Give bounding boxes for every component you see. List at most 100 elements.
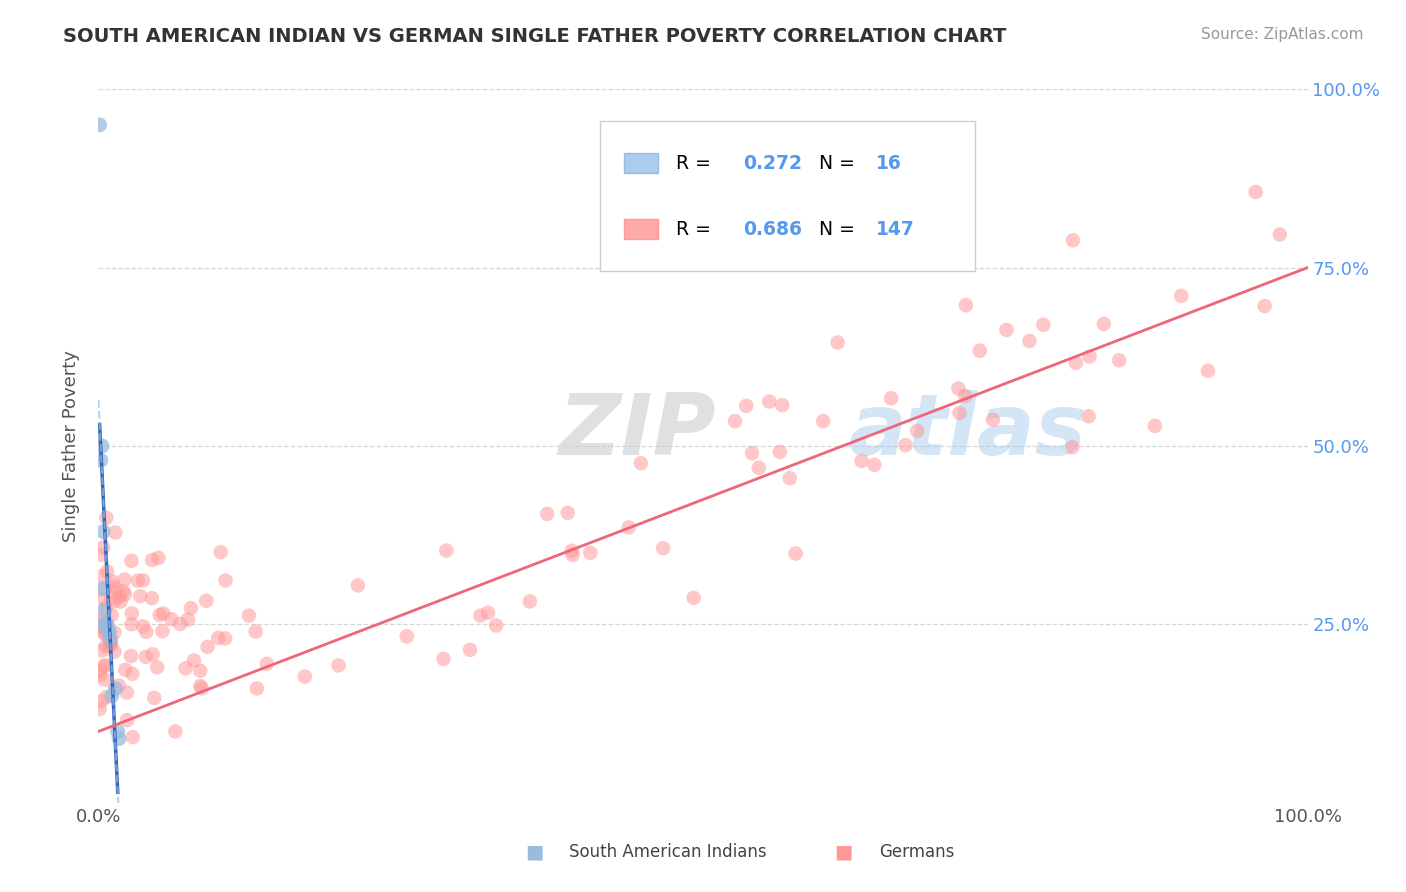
Point	[191, 681, 214, 696]
Point	[811, 414, 834, 428]
Point	[127, 574, 149, 588]
Point	[108, 731, 131, 746]
Point	[1018, 334, 1040, 348]
Point	[132, 574, 155, 588]
Point	[519, 594, 541, 608]
Point	[905, 424, 928, 438]
Point	[94, 617, 117, 632]
Point	[169, 617, 191, 632]
Point	[114, 663, 136, 677]
Point	[238, 608, 260, 623]
Point	[557, 506, 579, 520]
Text: ■: ■	[524, 842, 544, 862]
Point	[94, 639, 117, 653]
Point	[91, 582, 114, 596]
Point	[107, 724, 129, 739]
Point	[98, 632, 121, 647]
Point	[135, 624, 157, 639]
Text: 147: 147	[876, 219, 915, 238]
Point	[149, 607, 172, 622]
Point	[1268, 227, 1291, 242]
Point	[748, 460, 770, 475]
Point	[89, 615, 111, 630]
Text: ZIP: ZIP	[558, 390, 716, 474]
Point	[121, 607, 143, 621]
Point	[785, 547, 807, 561]
Point	[395, 629, 418, 643]
Point	[214, 632, 236, 646]
Point	[90, 548, 112, 562]
Point	[1197, 364, 1219, 378]
Point	[880, 392, 903, 406]
Point	[160, 612, 183, 626]
Point	[129, 589, 152, 603]
Point	[143, 690, 166, 705]
Point	[741, 446, 763, 460]
Point	[93, 626, 115, 640]
Point	[97, 624, 120, 639]
Point	[245, 624, 267, 639]
Text: Source: ZipAtlas.com: Source: ZipAtlas.com	[1201, 27, 1364, 42]
Point	[485, 618, 508, 632]
Point	[630, 456, 652, 470]
Point	[617, 520, 640, 534]
Point	[91, 439, 114, 453]
Text: ■: ■	[834, 842, 853, 862]
Point	[94, 601, 117, 615]
Point	[1077, 409, 1099, 424]
Point	[93, 603, 115, 617]
Point	[91, 643, 114, 657]
Point	[165, 724, 187, 739]
Point	[96, 565, 118, 579]
Point	[432, 652, 454, 666]
Point	[209, 545, 232, 559]
Point	[101, 574, 124, 589]
Point	[103, 645, 125, 659]
Point	[174, 661, 197, 675]
Bar	[624, 219, 658, 239]
Point	[104, 681, 127, 696]
Point	[214, 574, 236, 588]
Point	[995, 323, 1018, 337]
Point	[1253, 299, 1275, 313]
Point	[141, 553, 163, 567]
Point	[112, 584, 135, 599]
Text: atlas: atlas	[848, 390, 1087, 474]
Point	[536, 507, 558, 521]
Point	[682, 591, 704, 605]
Point	[100, 608, 122, 623]
Point	[114, 573, 136, 587]
Point	[100, 634, 122, 648]
Point	[152, 624, 174, 639]
Point	[197, 640, 219, 654]
Point	[948, 382, 970, 396]
Point	[246, 681, 269, 696]
Point	[93, 658, 115, 673]
Text: 0.686: 0.686	[742, 219, 801, 238]
Point	[434, 543, 457, 558]
Text: 16: 16	[876, 154, 901, 173]
Text: N =: N =	[820, 154, 860, 173]
Point	[1170, 289, 1192, 303]
Point	[195, 594, 218, 608]
Point	[981, 413, 1004, 427]
Point	[561, 544, 583, 558]
Point	[1062, 233, 1084, 247]
Point	[114, 587, 136, 601]
Point	[579, 546, 602, 560]
Point	[1244, 185, 1267, 199]
Text: SOUTH AMERICAN INDIAN VS GERMAN SINGLE FATHER POVERTY CORRELATION CHART: SOUTH AMERICAN INDIAN VS GERMAN SINGLE F…	[63, 27, 1007, 45]
Point	[1062, 440, 1084, 454]
Point	[98, 639, 121, 653]
Point	[93, 617, 115, 632]
Point	[91, 569, 114, 583]
Point	[91, 541, 114, 555]
Point	[894, 438, 917, 452]
Point	[104, 525, 127, 540]
Point	[177, 613, 200, 627]
Point	[89, 668, 111, 682]
Point	[1078, 350, 1101, 364]
Point	[96, 510, 118, 524]
Point	[758, 394, 780, 409]
Point	[110, 594, 132, 608]
